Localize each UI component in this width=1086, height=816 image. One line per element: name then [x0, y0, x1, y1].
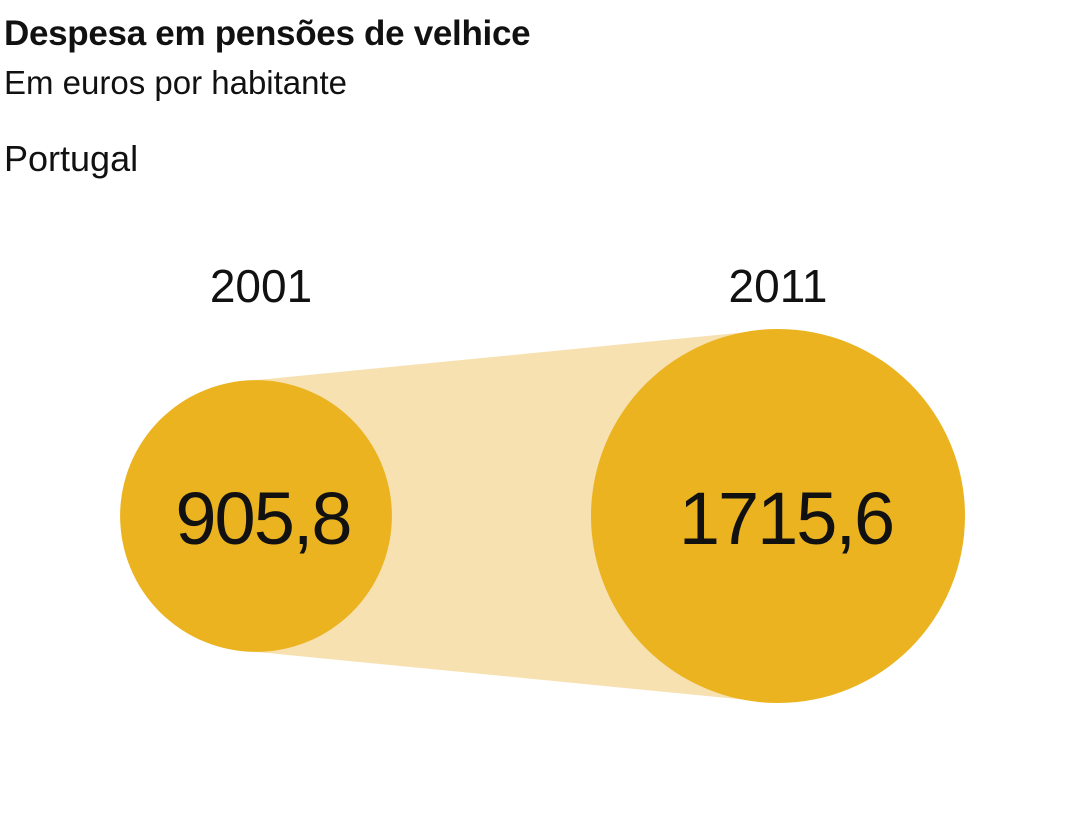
- region-label: Portugal: [4, 138, 139, 179]
- value-label-2001: 905,8: [175, 477, 350, 560]
- year-label-2011: 2011: [729, 260, 828, 312]
- circle-2011: [591, 329, 965, 703]
- chart-title: Despesa em pensões de velhice: [4, 14, 531, 53]
- chart-subtitle: Em euros por habitante: [4, 64, 348, 101]
- circle-2001: [120, 380, 392, 652]
- value-label-2011: 1715,6: [679, 477, 893, 560]
- year-label-2001: 2001: [210, 260, 312, 312]
